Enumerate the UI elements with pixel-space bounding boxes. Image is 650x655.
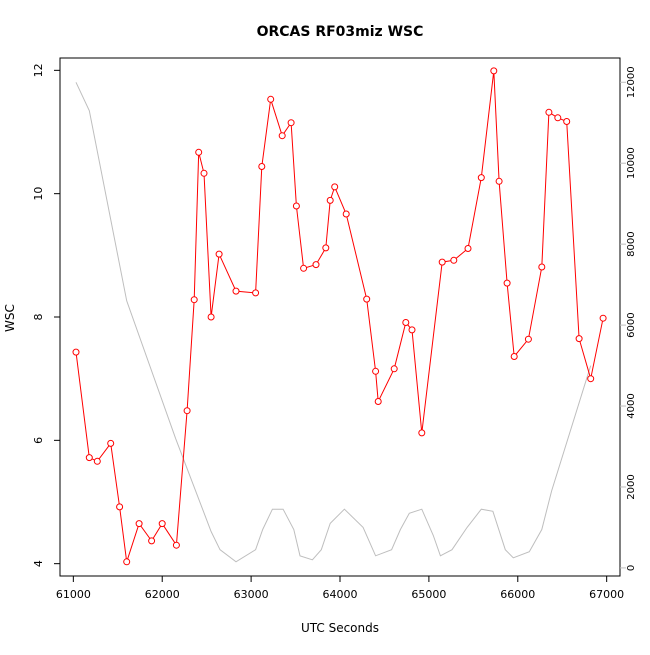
data-point [116,503,124,511]
wsc-line [75,70,604,562]
data-point [258,163,266,170]
data-point [575,335,583,343]
data-point [287,119,295,127]
y2-tick-label: 0 [626,565,637,571]
data-point [292,202,300,210]
y2-tick-label: 6000 [626,312,637,337]
x-tick-label: 61000 [56,588,91,601]
data-point [148,537,156,545]
data-point [322,244,330,252]
data-point [374,398,382,405]
data-point [510,353,518,360]
x-tick-label: 64000 [323,588,358,601]
y-axis-left: 4 6 8 10 12 [32,63,60,567]
data-point [503,279,511,287]
data-point [545,108,553,116]
data-point [538,263,546,271]
y-tick-label: 12 [32,63,45,77]
data-point [408,326,416,334]
y2-tick-label: 4000 [626,393,637,418]
secondary-line [75,82,592,563]
y-tick-label: 4 [32,560,45,567]
data-point [267,95,275,103]
y-axis-label: WSC [3,304,17,332]
y-tick-label: 8 [32,314,45,321]
data-point [190,296,198,304]
x-tick-label: 66000 [500,588,535,601]
secondary-series [75,82,592,563]
x-tick-label: 63000 [234,588,269,601]
x-tick-label: 65000 [411,588,446,601]
data-point [135,520,143,528]
data-point [402,319,410,326]
data-point [342,210,350,218]
x-tick-label: 62000 [145,588,180,601]
data-point [252,289,260,297]
data-point [72,348,80,356]
data-point [554,114,562,122]
data-point [200,169,208,177]
data-point [232,287,240,295]
wsc-series [72,67,607,566]
data-point [326,196,334,204]
data-point [450,256,458,264]
data-point [490,67,498,75]
data-point [524,335,532,343]
data-point [418,429,426,437]
data-point [563,118,571,125]
data-point [372,367,380,375]
data-point [158,520,166,528]
y-tick-label: 6 [32,437,45,444]
x-tick-label: 67000 [589,588,624,601]
data-point [123,558,131,566]
data-point [183,407,191,415]
data-point [599,314,607,322]
data-point [495,177,503,185]
data-point [195,148,203,156]
data-point [172,541,180,549]
y2-tick-label: 12000 [626,66,637,98]
data-point [300,264,308,272]
data-point [278,132,286,140]
y2-tick-label: 10000 [626,147,637,179]
data-point [390,365,398,373]
data-point [587,375,595,383]
data-point [107,439,115,447]
y2-tick-label: 8000 [626,231,637,256]
data-point [331,183,339,191]
data-point [438,258,446,266]
data-point [207,313,215,321]
x-axis-label: UTC Seconds [301,621,379,635]
data-point [215,250,223,258]
data-point [93,457,101,465]
y-tick-label: 10 [32,187,45,201]
data-point [477,174,485,182]
data-point [363,295,371,303]
y-axis-right: 0 2000 4000 6000 8000 10000 12000 [620,66,637,571]
y2-tick-label: 2000 [626,474,637,499]
data-point [85,454,93,462]
data-point [464,245,472,252]
data-point [312,261,320,269]
chart-title: ORCAS RF03miz WSC [257,24,424,40]
x-axis: 61000 62000 63000 64000 65000 66000 67000 [56,576,624,601]
